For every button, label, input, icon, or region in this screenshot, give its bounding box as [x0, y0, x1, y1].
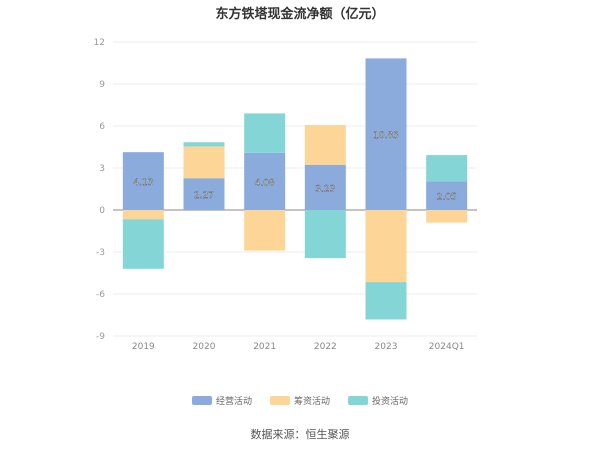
- data-label: 3.23: [315, 184, 335, 194]
- bar-segment: [426, 181, 468, 210]
- y-tick-label: 0: [99, 206, 105, 216]
- legend-item[interactable]: 筹资活动: [269, 394, 330, 407]
- y-tick-label: 12: [94, 38, 105, 48]
- bar-segment: [122, 219, 164, 269]
- x-tick-label: 2019: [132, 342, 155, 352]
- bar-segment: [365, 282, 407, 320]
- x-tick-label: 2024Q1: [429, 342, 465, 352]
- y-tick-label: -9: [96, 332, 105, 342]
- data-label: 4.13: [133, 178, 153, 188]
- bar-segment: [122, 152, 164, 210]
- bar-segment: [244, 210, 286, 251]
- bar-segment: [426, 155, 468, 182]
- chart-title: 东方铁塔现金流净额（亿元）: [215, 7, 385, 22]
- data-label: 10.83: [373, 131, 399, 141]
- legend: 经营活动 筹资活动 投资活动: [0, 394, 600, 407]
- y-tick-label: -3: [96, 248, 105, 258]
- x-tick-label: 2023: [375, 342, 398, 352]
- bar-segment: [122, 210, 164, 220]
- bar-segment: [304, 164, 346, 210]
- legend-label: 经营活动: [215, 397, 252, 407]
- legend-swatch: [191, 396, 212, 405]
- data-label: 2.05: [437, 193, 457, 203]
- y-tick-label: 9: [99, 80, 105, 90]
- data-label: 4.08: [255, 178, 275, 188]
- bar-segment: [304, 125, 346, 165]
- data-label: 2.27: [194, 191, 214, 201]
- legend-item[interactable]: 投资活动: [348, 394, 408, 407]
- y-tick-label: 6: [99, 122, 105, 132]
- bar-segment: [365, 210, 407, 283]
- y-tick-label: 3: [99, 164, 105, 174]
- legend-label: 投资活动: [372, 397, 409, 407]
- x-tick-label: 2021: [253, 342, 276, 352]
- x-tick-label: 2020: [193, 342, 216, 352]
- bar-segment: [365, 58, 407, 210]
- legend-item[interactable]: 经营活动: [191, 394, 252, 407]
- data-source: 数据来源：恒生聚源: [250, 428, 350, 441]
- bar-segment: [244, 152, 286, 210]
- legend-swatch: [348, 396, 368, 405]
- legend-label: 筹资活动: [293, 397, 330, 407]
- bar-segment: [183, 142, 225, 147]
- bar-segment: [183, 178, 225, 210]
- bar-segment: [244, 113, 286, 153]
- y-tick-label: -6: [96, 290, 105, 300]
- legend-swatch: [269, 396, 290, 405]
- x-tick-label: 2022: [314, 342, 337, 352]
- bar-segment: [304, 210, 346, 259]
- bar-segment: [183, 146, 225, 179]
- bar-segment: [426, 210, 468, 223]
